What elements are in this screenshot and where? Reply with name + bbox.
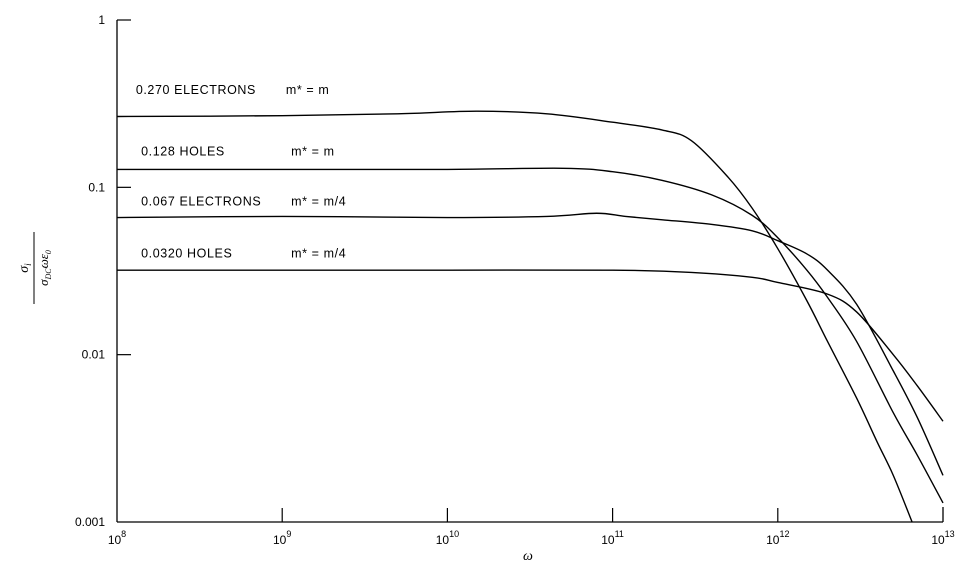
series-line-4	[117, 269, 944, 422]
y-title-denominator-tail-sub: 0	[44, 250, 53, 254]
y-tick-label: 1	[98, 13, 105, 27]
y-ticks: 1 0.1 0.01 0.001	[75, 13, 131, 529]
x-tick-label: 108	[108, 529, 126, 547]
series-labels: 0.270 ELECTRONS m* = m 0.128 HOLES m* = m 0.…	[136, 83, 346, 260]
svg-text:σDCωε0: σDCωε0	[36, 250, 53, 286]
x-tick-label: 1011	[601, 529, 624, 547]
svg-text:σi: σi	[17, 263, 33, 273]
y-title-numerator-sub: i	[23, 263, 33, 266]
series-mass-label-3: m* = m/4	[291, 194, 346, 208]
y-title-denominator-tail: ωε	[36, 253, 51, 268]
y-title-numerator: σ	[17, 265, 32, 273]
series-label-4: 0.0320 HOLES	[141, 247, 232, 261]
series-line-2	[117, 167, 944, 504]
series-mass-label-4: m* = m/4	[291, 247, 346, 261]
x-ticks: 108 109 1010 1011 1012 1013	[108, 508, 955, 547]
x-tick-label: 1012	[766, 529, 789, 547]
x-tick-label: 109	[273, 529, 291, 547]
series-line-1	[116, 110, 913, 523]
series-lines	[116, 110, 944, 523]
series-label-2: 0.128 HOLES	[141, 144, 225, 158]
series-mass-label-1: m* = m	[286, 83, 330, 97]
x-tick-label: 1010	[436, 529, 459, 547]
series-label-1: 0.270 ELECTRONS	[136, 83, 256, 97]
series-mass-label-2: m* = m	[291, 144, 335, 158]
y-tick-label: 0.01	[82, 348, 106, 362]
y-tick-label: 0.1	[88, 180, 105, 194]
y-title-denominator: σ	[36, 279, 51, 286]
series-label-3: 0.067 ELECTRONS	[141, 194, 261, 208]
series-line-3	[116, 212, 944, 476]
plot-axes	[116, 20, 944, 523]
x-axis-title: ω	[523, 549, 533, 564]
x-tick-label: 1013	[931, 529, 954, 547]
y-axis-title: σi σDCωε0	[17, 232, 53, 304]
y-tick-label: 0.001	[75, 515, 105, 529]
y-title-denominator-sub: DC	[44, 268, 53, 281]
